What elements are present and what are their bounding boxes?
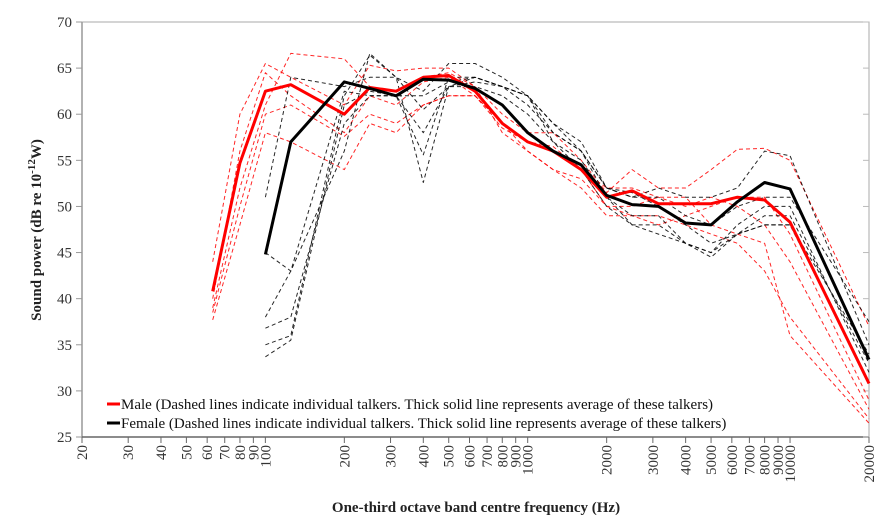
male-average-line — [211, 74, 871, 385]
y-axis-title-suffix: W) — [29, 139, 45, 159]
male-talker-line — [212, 95, 870, 419]
x-tick-label: 200 — [337, 445, 353, 468]
y-tick-label: 50 — [57, 199, 72, 215]
x-tick-label: 7000 — [742, 445, 758, 475]
x-tick-label: 5000 — [704, 445, 720, 475]
female-talker-line — [264, 76, 870, 345]
female-talker-line — [265, 76, 870, 364]
female-talker-line — [264, 52, 870, 355]
legend-label-female: Female (Dashed lines indicate individual… — [121, 416, 726, 432]
x-tick-label: 2000 — [600, 445, 616, 475]
x-tick-label: 9000 — [771, 445, 787, 475]
y-tick-label: 25 — [57, 430, 72, 446]
female-talker-line — [265, 54, 870, 373]
x-tick-label: 100 — [258, 445, 274, 468]
x-axis-title: One-third octave band centre frequency (… — [332, 500, 620, 516]
x-tick-label: 60 — [200, 445, 216, 460]
male-talker-line — [212, 95, 870, 424]
x-tick-label: 700 — [480, 445, 496, 468]
x-tick-label: 600 — [462, 445, 478, 468]
x-tick-label: 70 — [218, 445, 234, 460]
average-lines — [211, 74, 871, 385]
y-tick-label: 65 — [57, 61, 72, 77]
x-tick-label: 800 — [495, 445, 511, 468]
x-tick-label: 500 — [442, 445, 458, 468]
x-tick-label: 30 — [121, 445, 137, 460]
x-tick-label: 300 — [384, 445, 400, 468]
male-talker-line — [212, 63, 870, 327]
y-tick-label: 30 — [57, 384, 72, 400]
y-tick-label: 40 — [57, 292, 72, 308]
x-tick-label: 900 — [509, 445, 525, 468]
female-talker-line — [265, 76, 870, 322]
male-talker-line — [212, 52, 870, 401]
x-tick-label: 20000 — [862, 445, 878, 483]
x-tick-label: 8000 — [758, 445, 774, 475]
female-talker-line — [265, 86, 870, 382]
y-tick-label: 35 — [57, 338, 72, 354]
x-tick-label: 50 — [179, 445, 195, 460]
y-axis-title: Sound power (dB re 10-12W) — [26, 139, 45, 321]
legend-label-male: Male (Dashed lines indicate individual t… — [121, 397, 713, 413]
y-tick-label: 70 — [57, 15, 72, 31]
individual-talker-lines — [212, 52, 870, 424]
x-tick-label: 90 — [246, 445, 262, 460]
y-axis-title-prefix: Sound power (dB re 10 — [29, 174, 45, 321]
x-tick-label: 3000 — [646, 445, 662, 475]
male-talker-line — [212, 72, 870, 410]
x-tick-label: 20 — [75, 445, 91, 460]
female-average-line — [263, 77, 871, 361]
legend: Male (Dashed lines indicate individual t… — [107, 397, 726, 432]
x-tick-label: 40 — [154, 445, 170, 460]
x-tick-label: 1000 — [521, 445, 537, 475]
y-tick-label: 55 — [57, 153, 72, 169]
y-tick-label: 60 — [57, 107, 72, 123]
y-tick-label: 45 — [57, 246, 72, 262]
x-tick-label: 10000 — [783, 445, 799, 483]
x-tick-label: 400 — [416, 445, 432, 468]
y-axis-title-exponent: -12 — [26, 159, 38, 174]
x-tick-label: 80 — [233, 445, 249, 460]
x-tick-label: 4000 — [679, 445, 695, 475]
x-tick-label: 6000 — [725, 445, 741, 475]
